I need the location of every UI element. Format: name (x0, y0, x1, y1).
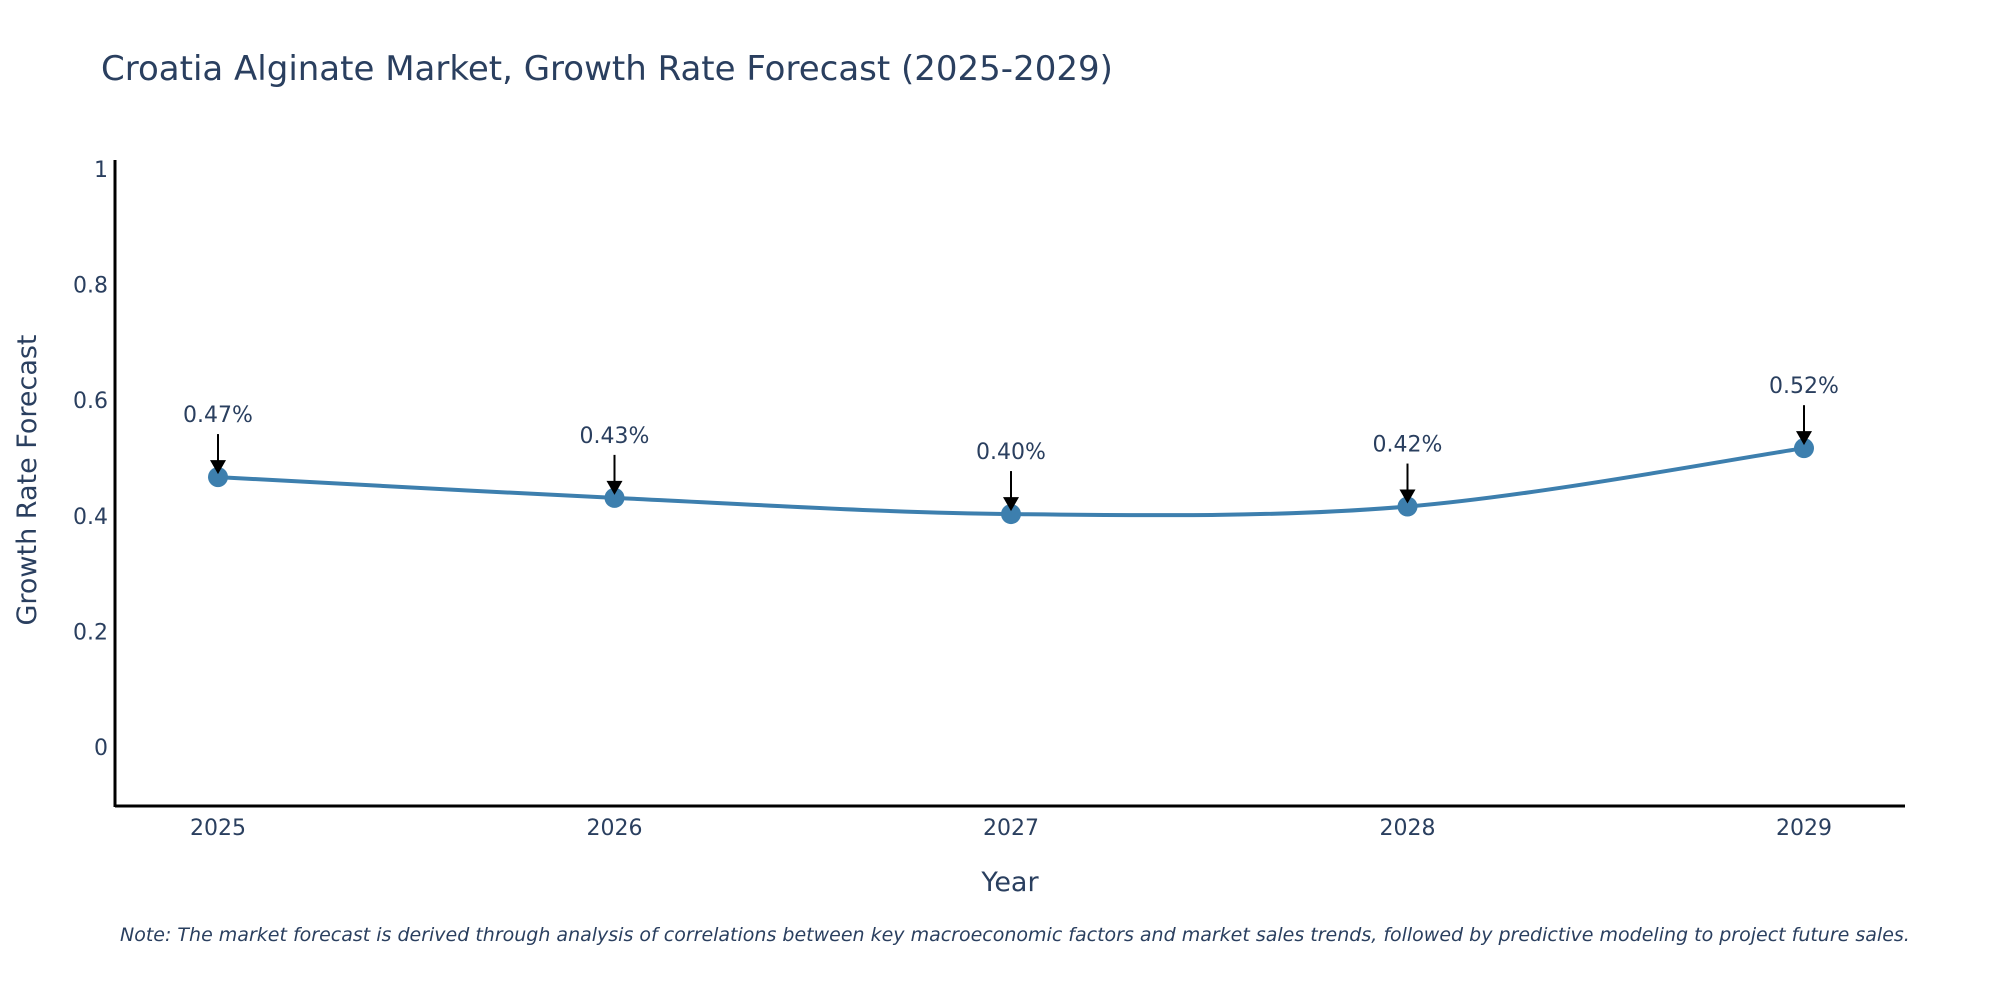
data-point-marker (1794, 438, 1814, 459)
annotation-arrow-head (606, 480, 623, 495)
y-axis-title: Growth Rate Forecast (12, 334, 43, 625)
x-tick-label: 2025 (190, 816, 246, 841)
y-tick-label: 0.8 (73, 274, 108, 299)
data-label-annotations: 0.47% 0.43% 0.40% 0.42% 0.52% (183, 374, 1839, 512)
data-label: 0.40% (976, 440, 1046, 465)
data-point-markers (208, 438, 1814, 525)
forecast-note: Note: The market forecast is derived thr… (120, 924, 1910, 946)
data-point-marker (1397, 496, 1418, 517)
x-axis-title: Year (980, 867, 1039, 898)
data-label: 0.43% (580, 424, 650, 449)
annotation-arrow-head (210, 460, 226, 475)
y-tick-label: 1 (94, 158, 108, 183)
y-tick-label: 0.2 (73, 620, 108, 645)
annotation-arrow-head (1003, 497, 1019, 512)
data-point-marker (1001, 504, 1021, 525)
x-axis-ticks: 2025 2026 2027 2028 2029 (190, 816, 1832, 841)
data-point-marker (208, 467, 228, 488)
x-tick-label: 2028 (1380, 816, 1436, 841)
x-tick-label: 2029 (1776, 816, 1832, 841)
chart-title: Croatia Alginate Market, Growth Rate For… (101, 49, 1113, 89)
x-tick-label: 2027 (983, 816, 1039, 841)
data-point-marker (604, 487, 625, 508)
data-label: 0.52% (1769, 374, 1839, 399)
data-label: 0.42% (1373, 433, 1443, 458)
y-tick-label: 0 (94, 736, 108, 761)
y-tick-label: 0.6 (73, 389, 108, 414)
y-tick-label: 0.4 (73, 505, 108, 530)
annotation-arrow-head (1399, 489, 1416, 504)
x-tick-label: 2026 (587, 816, 643, 841)
y-axis-ticks: 0 0.2 0.4 0.6 0.8 1 (73, 158, 108, 761)
data-label: 0.47% (183, 403, 253, 428)
annotation-arrow-head (1796, 431, 1812, 446)
